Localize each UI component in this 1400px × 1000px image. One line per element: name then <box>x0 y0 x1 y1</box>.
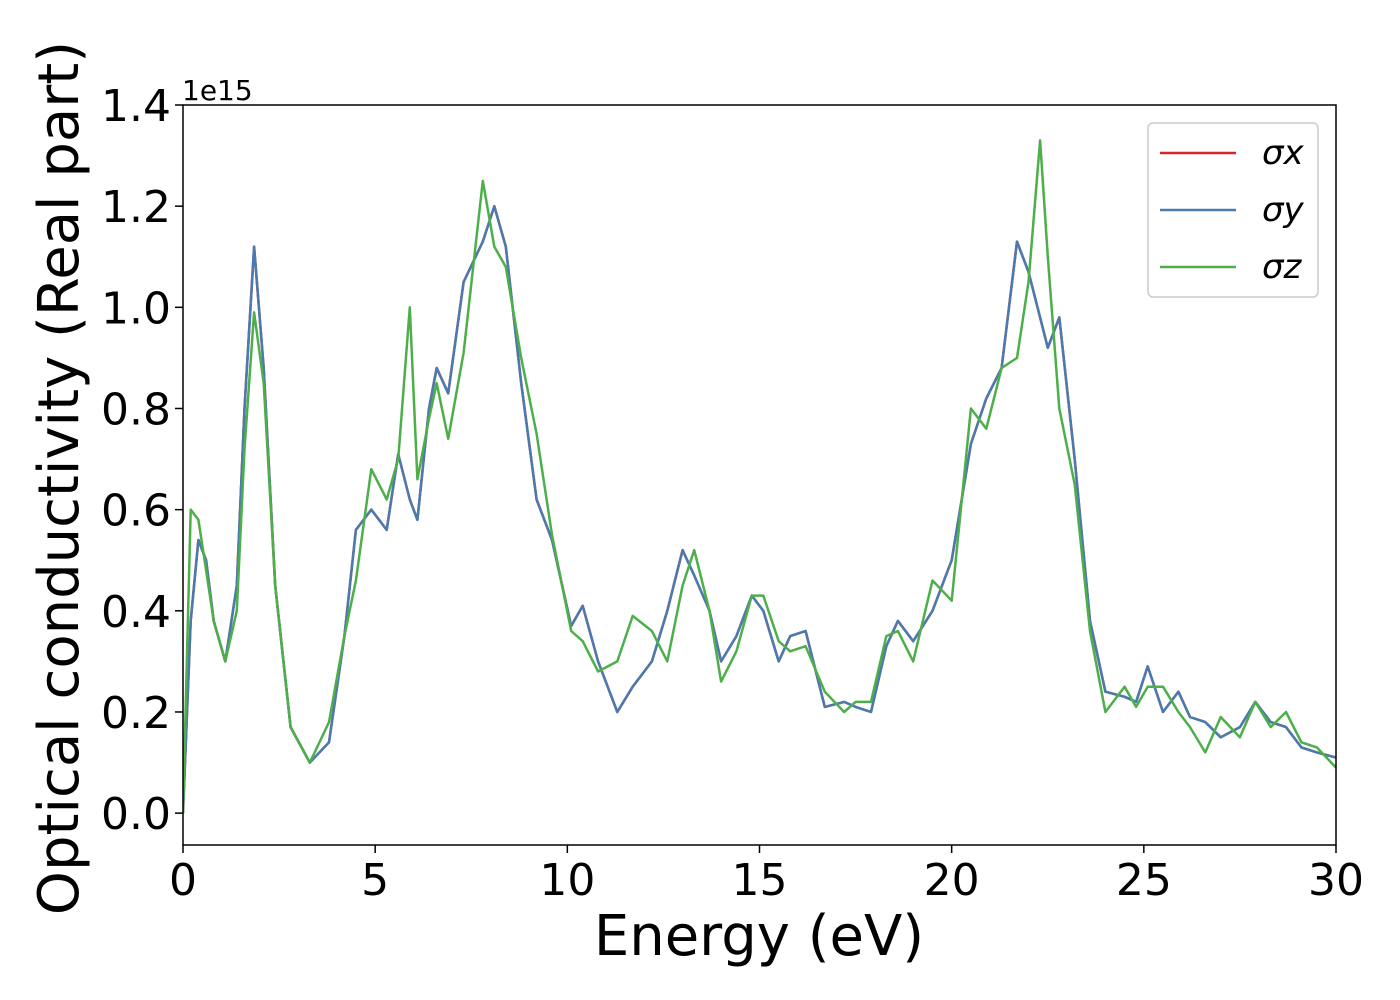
x-tick-label: 20 <box>924 855 980 906</box>
x-tick-label: 15 <box>732 855 788 906</box>
legend-label: σx <box>1262 133 1305 173</box>
offset-label: 1e15 <box>182 74 253 107</box>
x-tick-label: 30 <box>1308 855 1364 906</box>
plot-frame <box>182 104 1337 846</box>
y-axis-label: Optical conductivity (Real part) <box>27 41 92 915</box>
x-tick-label: 25 <box>1116 855 1172 906</box>
x-tick-label: 0 <box>169 855 197 906</box>
series-line <box>183 139 1336 814</box>
x-tick-label: 5 <box>361 855 389 906</box>
y-tick-label: 0.4 <box>101 587 171 638</box>
x-tick-label: 10 <box>539 855 595 906</box>
x-axis-label: Energy (eV) <box>594 904 924 969</box>
y-tick-label: 1.4 <box>101 81 171 132</box>
y-tick-label: 0.2 <box>101 688 171 739</box>
y-tick-label: 1.2 <box>101 182 171 233</box>
y-tick-label: 1.0 <box>101 283 171 334</box>
legend-label: σz <box>1262 247 1303 287</box>
legend-label: σy <box>1262 190 1305 230</box>
y-tick-label: 0.0 <box>101 789 171 840</box>
y-tick-label: 0.6 <box>101 486 171 537</box>
y-tick-label: 0.8 <box>101 384 171 435</box>
